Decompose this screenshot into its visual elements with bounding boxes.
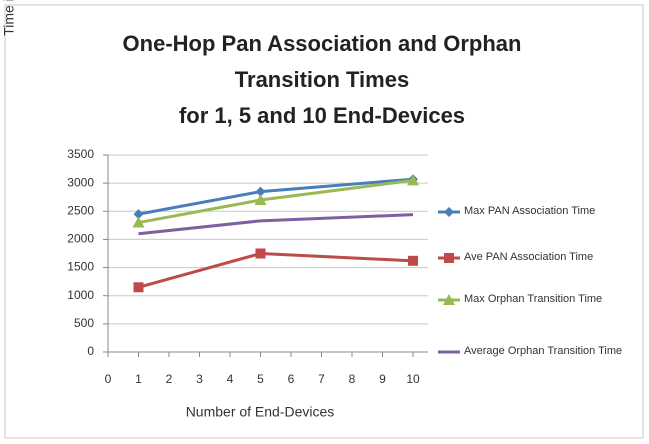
- legend-label: Max PAN Association Time: [464, 205, 596, 217]
- y-tick-label: 1500: [67, 260, 94, 274]
- marker: [443, 294, 455, 305]
- x-tick-label: 6: [288, 372, 295, 386]
- x-tick-label: 7: [318, 372, 325, 386]
- y-tick-label: 3000: [67, 175, 94, 189]
- x-tick-label: 4: [227, 372, 234, 386]
- chart-title: for 1, 5 and 10 End-Devices: [179, 103, 465, 128]
- chart-title: One-Hop Pan Association and Orphan: [123, 31, 522, 56]
- x-tick-label: 0: [105, 372, 112, 386]
- marker: [254, 194, 267, 206]
- y-tick-label: 3500: [67, 147, 94, 161]
- y-tick-label: 0: [87, 344, 94, 358]
- x-tick-label: 1: [135, 372, 142, 386]
- legend-label: Ave PAN Association Time: [464, 251, 594, 263]
- chart-title: Transition Times: [235, 67, 409, 92]
- x-tick-label: 9: [379, 372, 386, 386]
- marker: [407, 174, 419, 186]
- series-line: [138, 213, 414, 236]
- marker: [133, 282, 144, 293]
- x-tick-label: 3: [196, 372, 203, 386]
- x-tick-label: 5: [257, 372, 264, 386]
- x-tick-label: 8: [349, 372, 356, 386]
- y-tick-label: 500: [74, 316, 94, 330]
- marker: [133, 209, 144, 220]
- marker: [255, 186, 266, 197]
- legend-label: Average Orphan Transition Time: [464, 345, 623, 357]
- marker: [408, 255, 418, 266]
- y-tick-label: 2000: [67, 232, 94, 246]
- marker: [444, 207, 454, 217]
- x-axis-label: Number of End-Devices: [186, 404, 335, 420]
- marker: [444, 253, 454, 263]
- y-tick-label: 2500: [67, 203, 94, 217]
- marker: [132, 216, 145, 228]
- x-tick-label: 2: [166, 372, 173, 386]
- y-tick-label: 1000: [67, 288, 94, 302]
- x-tick-label: 10: [406, 372, 420, 386]
- legend-label: Max Orphan Transition Time: [464, 293, 603, 305]
- chart-border: [4, 4, 644, 439]
- y-axis-label: Time in Milliseconds: [1, 0, 17, 36]
- marker: [255, 248, 266, 259]
